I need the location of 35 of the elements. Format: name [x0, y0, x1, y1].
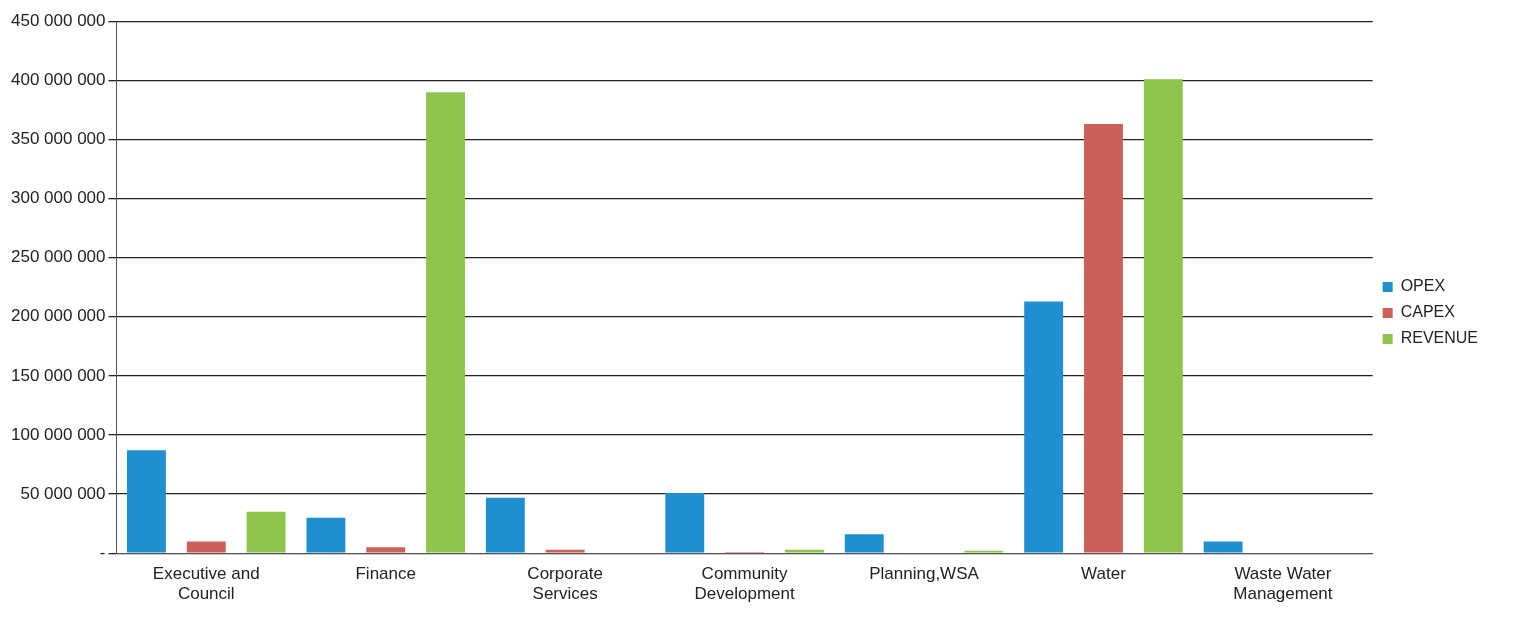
bar	[426, 92, 465, 553]
y-tick-label: 450 000 000	[10, 10, 106, 30]
legend-label: REVENUE	[1400, 329, 1479, 347]
bar	[1024, 301, 1064, 553]
x-tick-label: Executive and Council	[152, 564, 260, 604]
bar	[844, 534, 884, 553]
bar	[306, 517, 346, 553]
bar	[784, 549, 824, 553]
x-tick-label: Finance	[355, 564, 416, 584]
legend-label: CAPEX	[1400, 303, 1456, 321]
bar	[246, 511, 286, 553]
bar	[1143, 79, 1183, 553]
x-tick-label: Community Development	[694, 564, 795, 604]
y-tick-label: 350 000 000	[10, 129, 106, 149]
y-tick-label: -	[99, 542, 106, 562]
x-tick-label: Planning,WSA	[869, 564, 980, 584]
bar	[545, 549, 585, 553]
y-tick-label: 100 000 000	[10, 424, 106, 444]
y-tick-label: 150 000 000	[10, 365, 106, 385]
bar	[665, 492, 705, 553]
x-tick-label: Corporate Services	[527, 564, 603, 604]
y-tick-label: 250 000 000	[10, 247, 106, 267]
y-tick-label: 300 000 000	[10, 188, 106, 208]
y-tick-label: 200 000 000	[10, 306, 106, 326]
bar	[485, 497, 525, 553]
x-tick-label: Waste Water Management	[1233, 564, 1333, 604]
y-tick-label: 400 000 000	[10, 70, 106, 89]
bar	[186, 541, 226, 553]
bar	[1084, 124, 1123, 553]
legend-label: OPEX	[1400, 277, 1446, 295]
x-tick-label: Water	[1081, 564, 1127, 584]
bar	[1203, 541, 1243, 553]
bar	[127, 450, 166, 553]
bar	[366, 547, 406, 553]
y-tick-label: 50 000 000	[20, 483, 106, 503]
